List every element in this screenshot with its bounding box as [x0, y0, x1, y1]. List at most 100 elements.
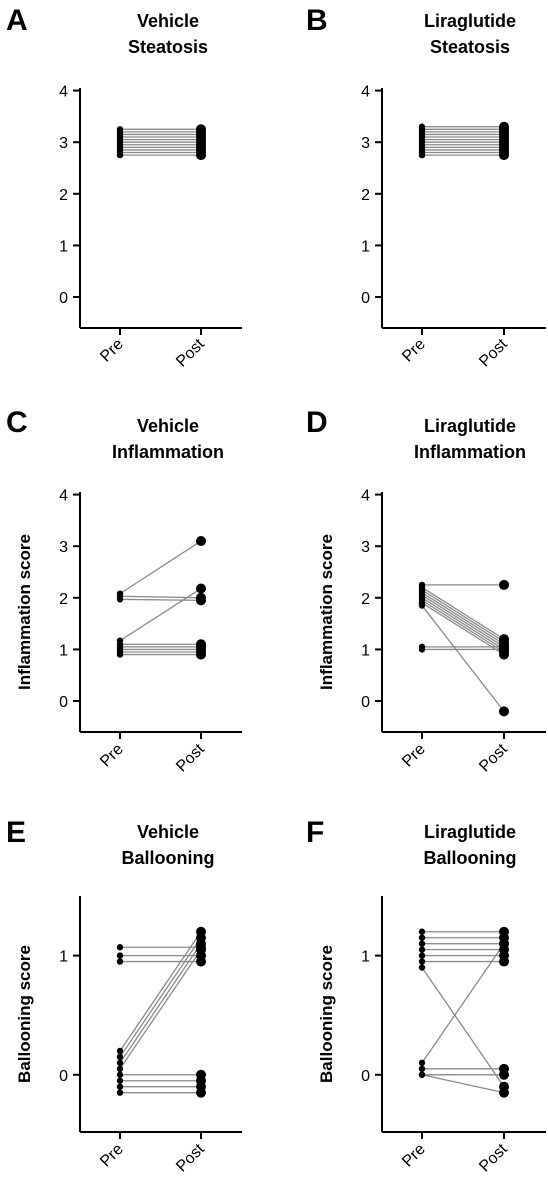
x-tick-label: Pre	[97, 741, 127, 771]
pre-point	[418, 123, 426, 130]
y-tick-label: 4	[361, 488, 370, 505]
y-tick-label: 0	[59, 694, 68, 711]
post-point	[196, 583, 206, 594]
pre-point	[116, 596, 124, 603]
pre-point	[418, 946, 426, 953]
y-axis-label: Inflammation score	[15, 534, 34, 690]
panel-letter: F	[306, 816, 324, 849]
pair-line	[421, 597, 505, 650]
pre-point	[116, 126, 124, 133]
panel-title-line: Inflammation	[414, 442, 526, 462]
pair-line	[421, 586, 505, 640]
x-tick-label: Post	[476, 1140, 511, 1175]
pre-point	[116, 1053, 124, 1061]
panel-title-line: Ballooning	[122, 848, 215, 868]
post-point	[196, 536, 206, 547]
panel-c: C Vehicle Inflammation Inflammation score 0 1…	[6, 406, 242, 775]
pre-point	[418, 1059, 426, 1067]
post-point	[499, 121, 509, 132]
x-tick-label: Post	[476, 740, 511, 775]
pair-line	[119, 540, 202, 595]
pre-point	[116, 958, 124, 965]
pre-point	[418, 602, 426, 609]
pre-point	[116, 952, 124, 959]
y-tick-label: 3	[59, 539, 68, 556]
pre-point	[116, 1077, 124, 1084]
x-tick-label: Post	[173, 740, 208, 775]
post-point	[499, 1087, 509, 1098]
panel-title-line: Vehicle	[137, 416, 199, 436]
y-tick-label: 4	[59, 488, 68, 505]
panel-title-line: Ballooning	[424, 848, 517, 868]
y-tick-label: 2	[59, 187, 68, 204]
post-point	[499, 579, 509, 590]
pair-line	[119, 598, 202, 602]
x-tick-label: Post	[476, 335, 511, 370]
panel-title-line: Vehicle	[137, 11, 199, 31]
y-tick-label: 0	[361, 694, 370, 711]
panel-title-line: Liraglutide	[424, 11, 516, 31]
pre-point	[116, 1071, 124, 1078]
pre-point	[418, 1065, 426, 1073]
pair-line	[119, 931, 202, 1052]
y-tick-label: 2	[361, 187, 370, 204]
post-point	[196, 124, 206, 135]
pre-point	[116, 1065, 124, 1073]
panel-f: F Liraglutide Ballooning Ballooning score 0 1…	[306, 816, 546, 1175]
pre-point	[116, 1047, 124, 1055]
pre-point	[418, 1071, 426, 1078]
panel-b: B Liraglutide Steatosis 0 1 2 3 4 Pre Post	[306, 4, 546, 370]
y-axis-label: Inflammation score	[317, 534, 336, 690]
y-tick-label: 2	[361, 591, 370, 608]
pair-line	[421, 589, 505, 643]
pair-line	[421, 967, 505, 1088]
panel-d: D Liraglutide Inflammation Inflammation sco…	[306, 406, 546, 775]
panel-title-line: Liraglutide	[424, 416, 516, 436]
x-tick-label: Pre	[399, 741, 429, 771]
post-point	[499, 706, 509, 717]
y-tick-label: 2	[59, 591, 68, 608]
y-tick-label: 1	[59, 238, 68, 255]
x-tick-label: Pre	[97, 336, 127, 366]
y-axis-label: Ballooning score	[317, 945, 336, 1083]
y-tick-label: 1	[59, 642, 68, 659]
x-tick-label: Post	[173, 335, 208, 370]
y-tick-label: 4	[59, 84, 68, 101]
pre-point	[418, 934, 426, 941]
panel-letter: E	[6, 816, 26, 849]
panel-letter: D	[306, 406, 328, 439]
pre-point	[418, 958, 426, 965]
y-tick-label: 0	[361, 1068, 370, 1085]
panel-title-line: Vehicle	[137, 822, 199, 842]
pre-point	[116, 1059, 124, 1067]
y-tick-label: 1	[361, 238, 370, 255]
panel-e: E Vehicle Ballooning Ballooning score 0 1 Pre P…	[6, 816, 242, 1175]
post-point	[196, 1087, 206, 1098]
post-point	[196, 649, 206, 660]
x-tick-label: Pre	[399, 336, 429, 366]
pair-line	[421, 1074, 505, 1094]
pair-line	[119, 949, 202, 1070]
pair-line	[421, 602, 505, 656]
post-point	[196, 956, 206, 967]
pre-point	[116, 651, 124, 658]
pair-line	[421, 594, 505, 648]
pre-point	[418, 964, 426, 971]
y-tick-label: 1	[59, 949, 68, 966]
panel-letter: B	[306, 4, 328, 37]
post-point	[196, 944, 206, 955]
pair-line	[119, 943, 202, 1064]
pre-point	[418, 940, 426, 947]
post-point	[499, 938, 509, 949]
pre-point	[116, 1083, 124, 1090]
y-tick-label: 3	[361, 135, 370, 152]
post-point	[499, 956, 509, 967]
y-tick-label: 0	[59, 1068, 68, 1085]
y-axis-label: Ballooning score	[15, 945, 34, 1083]
y-tick-label: 3	[59, 135, 68, 152]
panel-letter: C	[6, 406, 28, 439]
pair-line	[119, 937, 202, 1058]
y-tick-label: 0	[361, 290, 370, 307]
pair-line	[119, 587, 202, 642]
